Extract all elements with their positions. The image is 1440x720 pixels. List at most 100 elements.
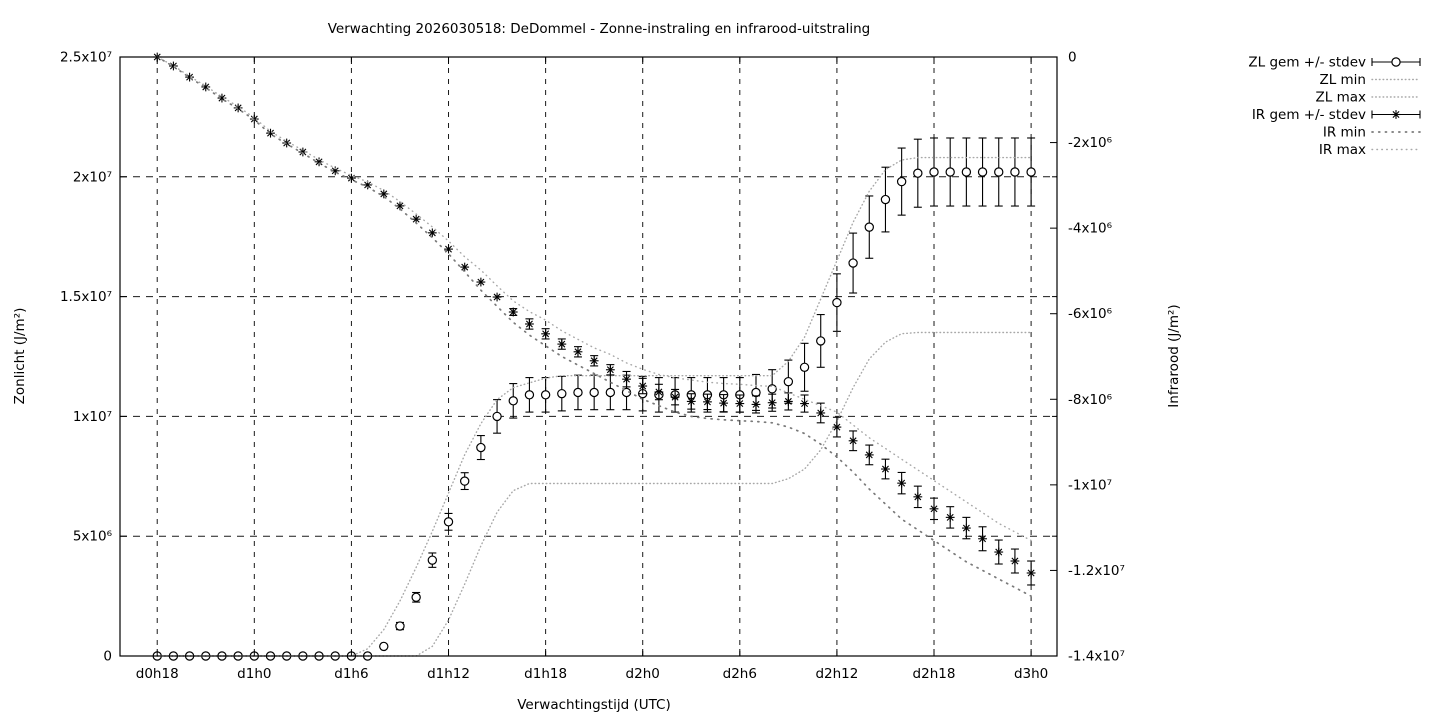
asterisk-marker: [574, 348, 582, 356]
circle-marker: [443, 517, 454, 527]
x-tick-label: d0h18: [136, 666, 179, 682]
series-zl-min: [156, 331, 1032, 657]
minmax-line: [156, 331, 1032, 657]
asterisk-marker: [671, 393, 679, 401]
circle-marker: [880, 194, 891, 205]
x-tick-label: d1h12: [427, 666, 470, 682]
asterisk-marker: [412, 215, 420, 223]
asterisk-marker: [315, 158, 323, 166]
asterisk-marker: [299, 148, 307, 156]
asterisk-marker: [865, 451, 873, 459]
circle-marker: [896, 176, 907, 187]
legend-item-ir-gem-stdev: IR gem +/- stdev: [1252, 107, 1421, 123]
asterisk-marker: [914, 493, 922, 501]
x-tick-label: d2h18: [913, 666, 956, 682]
asterisk-marker: [169, 62, 177, 70]
y-right-tick-label: -2x10⁶: [1068, 135, 1112, 151]
asterisk-marker: [428, 229, 436, 237]
y-left-axis-title: Zonlicht (J/m²): [12, 308, 28, 405]
y-right-tick-label: -4x10⁶: [1068, 221, 1112, 237]
circle-marker: [994, 167, 1004, 177]
circle-marker: [605, 387, 616, 398]
asterisk-marker: [720, 399, 728, 407]
plot-frame: [119, 56, 1058, 657]
y-left-tick-label: 0: [103, 649, 112, 665]
asterisk-marker: [784, 397, 792, 405]
legend-label: ZL gem +/- stdev: [1248, 55, 1366, 71]
asterisk-marker: [752, 400, 760, 408]
asterisk-marker: [801, 400, 809, 408]
y-left-tick-label: 5x10⁶: [73, 529, 112, 545]
circle-marker: [864, 222, 874, 232]
legend-item-ir-min: IR min: [1323, 125, 1421, 141]
circle-marker: [395, 621, 405, 631]
x-tick-label: d2h0: [626, 666, 660, 682]
circle-marker: [492, 411, 502, 422]
x-tick-label: d1h0: [237, 666, 271, 682]
x-tick-label: d2h6: [723, 666, 757, 682]
circle-marker: [508, 396, 518, 406]
circle-marker: [427, 555, 438, 565]
chart-title: Verwachting 2026030518: DeDommel - Zonne…: [328, 21, 871, 37]
asterisk-marker: [331, 167, 339, 175]
asterisk-marker: [736, 400, 744, 408]
legend-item-zl-max: ZL max: [1316, 90, 1421, 106]
asterisk-marker: [1027, 569, 1035, 577]
asterisk-marker: [768, 399, 776, 407]
legend-item-zl-min: ZL min: [1319, 72, 1421, 88]
legend-item-ir-max: IR max: [1319, 142, 1421, 158]
circle-marker: [783, 376, 794, 387]
series-zl-gem-stdev: [152, 137, 1036, 661]
circle-marker: [476, 442, 486, 453]
asterisk-marker: [202, 83, 210, 91]
circle-marker: [557, 388, 567, 399]
asterisk-marker: [979, 535, 987, 543]
legend-asterisk-marker: [1392, 111, 1400, 118]
legend-circle-marker: [1391, 57, 1401, 67]
legend-label: IR min: [1323, 125, 1366, 141]
grid: [120, 57, 1057, 656]
circle-marker: [977, 167, 988, 177]
asterisk-marker: [639, 382, 647, 390]
circle-marker: [961, 167, 972, 177]
x-axis-title: Verwachtingstijd (UTC): [517, 697, 671, 713]
minmax-line: [156, 56, 1032, 542]
plot-border: [119, 56, 1058, 657]
circle-marker: [540, 390, 551, 400]
asterisk-marker: [623, 375, 631, 383]
circle-marker: [799, 362, 810, 372]
asterisk-marker: [525, 320, 533, 328]
circle-marker: [816, 336, 826, 346]
axes: d0h18 d1h0 d1h6 d1h12 d1h18 d2h0 d2h6 d2h12 d2h1…: [60, 50, 1125, 683]
circle-marker: [1026, 167, 1036, 177]
asterisk-marker: [881, 465, 889, 473]
circle-marker: [832, 297, 842, 308]
series-ir-max: [156, 56, 1032, 542]
asterisk-marker: [898, 479, 906, 487]
y-left-tick-label: 1.5x10⁷: [60, 289, 112, 305]
asterisk-marker: [558, 340, 566, 348]
asterisk-marker: [477, 278, 485, 286]
asterisk-marker: [380, 190, 388, 198]
asterisk-marker: [364, 181, 372, 189]
asterisk-marker: [1011, 557, 1019, 565]
asterisk-marker: [461, 263, 469, 271]
series: [152, 52, 1036, 661]
minmax-line: [156, 56, 1032, 597]
circle-marker: [459, 476, 470, 486]
circle-marker: [1010, 167, 1020, 177]
asterisk-marker: [995, 548, 1003, 556]
asterisk-marker: [509, 308, 517, 316]
circle-marker: [751, 387, 761, 398]
asterisk-marker: [849, 437, 857, 445]
asterisk-marker: [186, 73, 194, 81]
x-tick-label: d3h0: [1014, 666, 1048, 682]
circle-marker: [929, 167, 939, 177]
y-right-tick-label: -1x10⁷: [1068, 477, 1112, 493]
circle-marker: [379, 641, 389, 652]
y-right-tick-label: -1.2x10⁷: [1068, 563, 1125, 579]
minmax-line: [156, 156, 1032, 657]
asterisk-marker: [590, 357, 598, 365]
